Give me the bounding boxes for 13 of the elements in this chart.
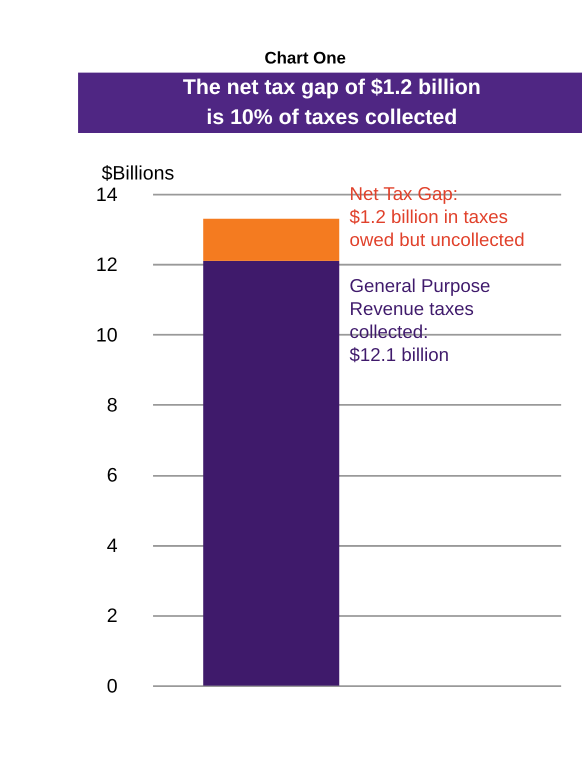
- y-tick-label: 0: [106, 675, 118, 698]
- y-tick-label: 6: [106, 464, 118, 487]
- annotation: General Purpose Revenue taxes collected: $12.1 billion: [350, 274, 490, 366]
- y-tick-label: 2: [106, 605, 118, 628]
- y-tick-label: 12: [96, 254, 118, 276]
- y-tick-label: 10: [96, 324, 118, 346]
- chart-title: Chart One: [264, 48, 346, 68]
- y-tick-label: 14: [96, 184, 118, 206]
- y-axis-title: $Billions: [102, 162, 174, 185]
- y-tick-label: 8: [106, 394, 118, 416]
- y-tick-label: 4: [106, 534, 118, 557]
- annotation: Net Tax Gap: $1.2 billion in taxes owed but uncollected: [350, 183, 525, 250]
- chart-subtitle: The net tax gap of $1.2 billion is 10% of taxes collected: [182, 74, 481, 130]
